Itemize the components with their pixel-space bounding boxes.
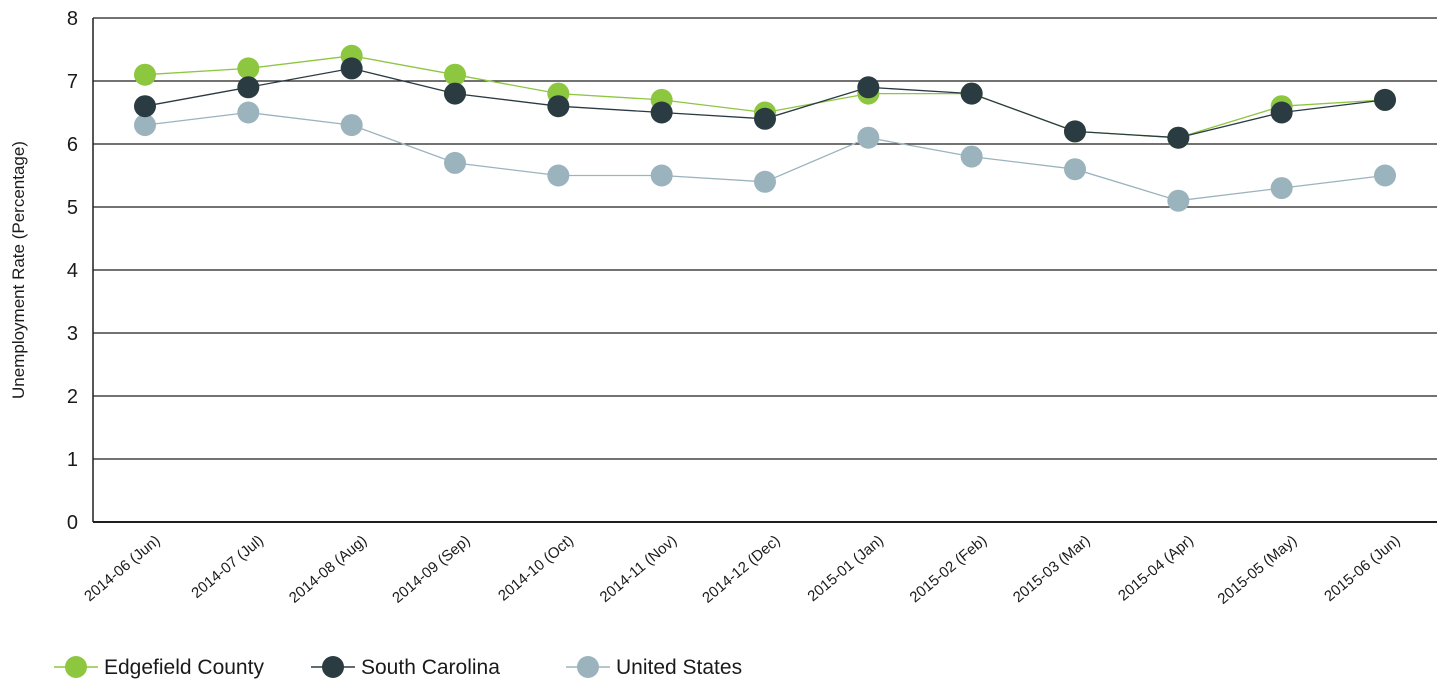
point-south-carolina-2014-06-jun	[134, 95, 156, 118]
legend-label-edgefield-county: Edgefield County	[104, 656, 264, 679]
point-united-states-2015-04-apr	[1167, 189, 1190, 212]
point-united-states-2014-08-aug	[340, 114, 363, 137]
legend-item-united-states: United States	[566, 656, 742, 679]
x-tick-label-2014-11-nov: 2014-11 (Nov)	[597, 532, 681, 606]
x-tick-label-2014-06-jun: 2014-06 (Jun)	[81, 532, 163, 605]
y-tick-label-4: 4	[67, 260, 78, 282]
y-axis-ticks: 0 1 2 3 4 5 6 7 8	[67, 8, 78, 534]
point-south-carolina-2014-11-nov	[650, 101, 673, 124]
point-south-carolina-2014-10-oct	[547, 95, 570, 118]
x-tick-label-2014-09-sep: 2014-09 (Sep)	[389, 532, 473, 607]
x-tick-label-2015-05-may: 2015-05 (May)	[1215, 532, 1301, 608]
point-south-carolina-2014-08-aug	[340, 57, 363, 80]
x-axis-ticks: 2014-06 (Jun) 2014-07 (Jul) 2014-08 (Aug) 2…	[81, 532, 1403, 608]
legend-marker-united-states	[577, 656, 599, 678]
point-south-carolina-2015-02-feb	[960, 82, 983, 105]
y-tick-label-6: 6	[67, 134, 78, 156]
legend: Edgefield County South Carolina United Sta…	[54, 656, 742, 679]
x-tick-label-2014-12-dec: 2014-12 (Dec)	[699, 532, 783, 607]
point-south-carolina-2014-09-sep	[444, 82, 466, 105]
legend-label-united-states: United States	[616, 656, 742, 679]
point-united-states-2015-03-mar	[1064, 158, 1086, 181]
x-tick-label-2015-03-mar: 2015-03 (Mar)	[1010, 532, 1094, 606]
legend-marker-south-carolina	[322, 656, 344, 678]
point-south-carolina-2015-03-mar	[1064, 120, 1086, 143]
point-united-states-2014-09-sep	[444, 151, 466, 174]
point-south-carolina-2015-04-apr	[1167, 126, 1190, 149]
point-united-states-2014-07-jul	[237, 101, 260, 124]
point-edgefield-county-2014-06-jun	[134, 63, 156, 86]
point-united-states-2014-12-dec	[754, 170, 776, 193]
x-tick-label-2014-08-aug: 2014-08 (Aug)	[286, 532, 370, 607]
y-tick-label-3: 3	[67, 323, 78, 345]
x-tick-label-2015-06-jun: 2015-06 (Jun)	[1321, 532, 1403, 605]
y-axis-title: Unemployment Rate (Percentage)	[9, 141, 28, 399]
y-tick-label-5: 5	[67, 197, 78, 219]
y-tick-label-8: 8	[67, 8, 78, 30]
x-tick-label-2015-02-feb: 2015-02 (Feb)	[906, 532, 990, 606]
point-united-states-2015-01-jan	[857, 126, 880, 149]
point-south-carolina-2014-12-dec	[754, 107, 776, 130]
point-south-carolina-2015-05-may	[1270, 101, 1293, 124]
point-united-states-2015-06-jun	[1374, 164, 1396, 187]
axes	[92, 18, 1437, 523]
point-south-carolina-2015-06-jun	[1374, 88, 1396, 111]
point-edgefield-county-2014-07-jul	[237, 57, 260, 80]
point-edgefield-county-2014-09-sep	[444, 63, 466, 86]
point-united-states-2015-02-feb	[960, 145, 983, 168]
y-tick-label-7: 7	[67, 71, 78, 93]
legend-label-south-carolina: South Carolina	[361, 656, 500, 679]
x-tick-label-2014-10-oct: 2014-10 (Oct)	[495, 532, 577, 605]
point-south-carolina-2014-07-jul	[237, 76, 260, 99]
y-tick-label-0: 0	[67, 512, 78, 534]
series-south-carolina	[134, 57, 1396, 149]
y-tick-label-1: 1	[67, 449, 78, 471]
series-group	[134, 44, 1396, 212]
legend-item-south-carolina: South Carolina	[311, 656, 500, 679]
x-tick-label-2014-07-jul: 2014-07 (Jul)	[188, 532, 267, 602]
gridlines	[93, 17, 1437, 460]
y-tick-label-2: 2	[67, 386, 78, 408]
point-united-states-2014-06-jun	[134, 114, 156, 137]
legend-marker-edgefield-county	[65, 656, 87, 678]
series-edgefield-county	[134, 44, 1396, 149]
point-united-states-2014-10-oct	[547, 164, 570, 187]
legend-item-edgefield-county: Edgefield County	[54, 656, 264, 679]
x-tick-label-2015-01-jan: 2015-01 (Jan)	[804, 532, 886, 605]
x-tick-label-2015-04-apr: 2015-04 (Apr)	[1115, 532, 1197, 605]
point-united-states-2015-05-may	[1270, 177, 1293, 200]
point-south-carolina-2015-01-jan	[857, 76, 880, 99]
point-united-states-2014-11-nov	[650, 164, 673, 187]
series-united-states	[134, 101, 1396, 212]
